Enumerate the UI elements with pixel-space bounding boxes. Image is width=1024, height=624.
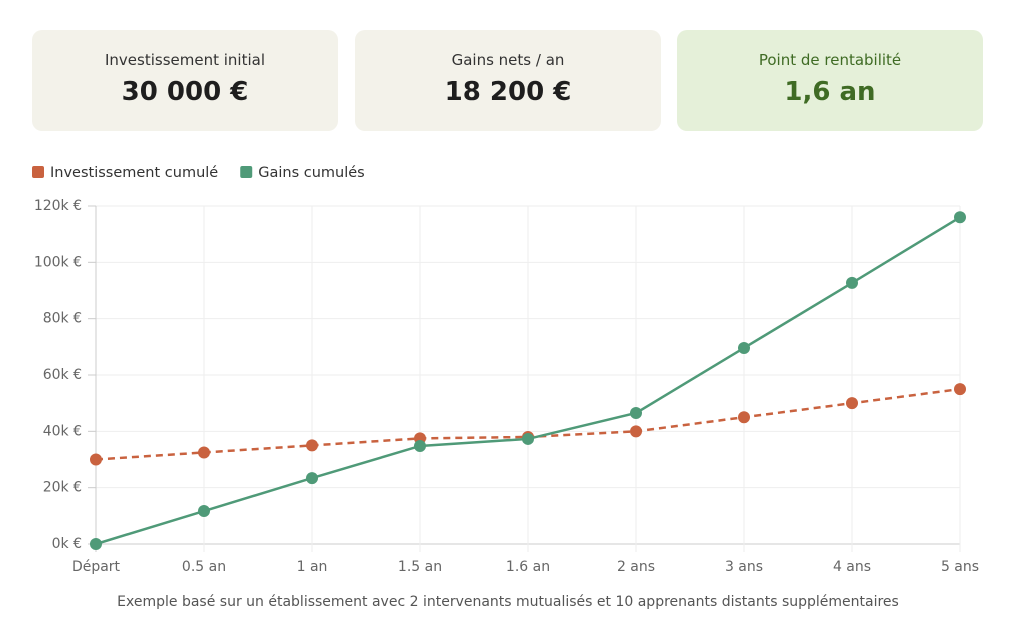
point	[306, 439, 318, 452]
stat-card: Gains nets / an 18 200 €	[355, 30, 661, 131]
point	[522, 432, 534, 445]
point	[90, 538, 102, 550]
x-tick-label: 0.5 an	[182, 559, 226, 575]
point	[738, 411, 750, 424]
card-label: Gains nets / an	[451, 51, 565, 69]
legend-swatch	[240, 166, 253, 178]
x-tick-label: 2 ans	[617, 559, 655, 575]
point	[198, 505, 210, 518]
point	[846, 397, 858, 410]
stat-card: Point de rentabilité 1,6 an	[677, 30, 983, 131]
point	[630, 407, 642, 420]
y-tick-label: 120k €	[34, 198, 82, 214]
point	[414, 439, 426, 452]
card-value: 18 200 €	[444, 77, 572, 107]
point	[954, 211, 966, 224]
card-label: Point de rentabilité	[758, 51, 902, 69]
y-tick-label: 100k €	[34, 254, 82, 270]
y-tick-label: 60k €	[43, 367, 82, 383]
point	[846, 276, 858, 289]
point	[198, 446, 210, 459]
x-tick-label: 5 ans	[941, 559, 979, 575]
card-label: Investissement initial	[104, 51, 265, 69]
x-tick-label: 1.5 an	[398, 559, 442, 575]
point	[738, 341, 750, 354]
x-tick-label: 1 an	[297, 559, 328, 575]
x-tick-label: 3 ans	[725, 559, 763, 575]
legend-label: Gains cumulés	[258, 165, 364, 181]
card-value: 1,6 an	[784, 77, 876, 107]
legend-swatch	[32, 166, 44, 178]
x-tick-label: Départ	[72, 559, 121, 575]
y-tick-label: 40k €	[43, 423, 82, 439]
y-tick-label: 0k €	[52, 536, 82, 552]
y-tick-label: 80k €	[43, 311, 82, 327]
legend-label: Investissement cumulé	[50, 165, 218, 181]
stat-card: Investissement initial 30 000 €	[32, 30, 338, 131]
x-tick-label: 4 ans	[833, 559, 871, 575]
card-value: 30 000 €	[121, 77, 249, 107]
x-tick-label: 1.6 an	[506, 559, 550, 575]
y-tick-label: 20k €	[43, 480, 82, 496]
point	[306, 472, 318, 485]
point	[954, 383, 966, 396]
caption: Exemple basé sur un établissement avec 2…	[117, 594, 899, 610]
point	[90, 453, 102, 466]
point	[630, 425, 642, 438]
